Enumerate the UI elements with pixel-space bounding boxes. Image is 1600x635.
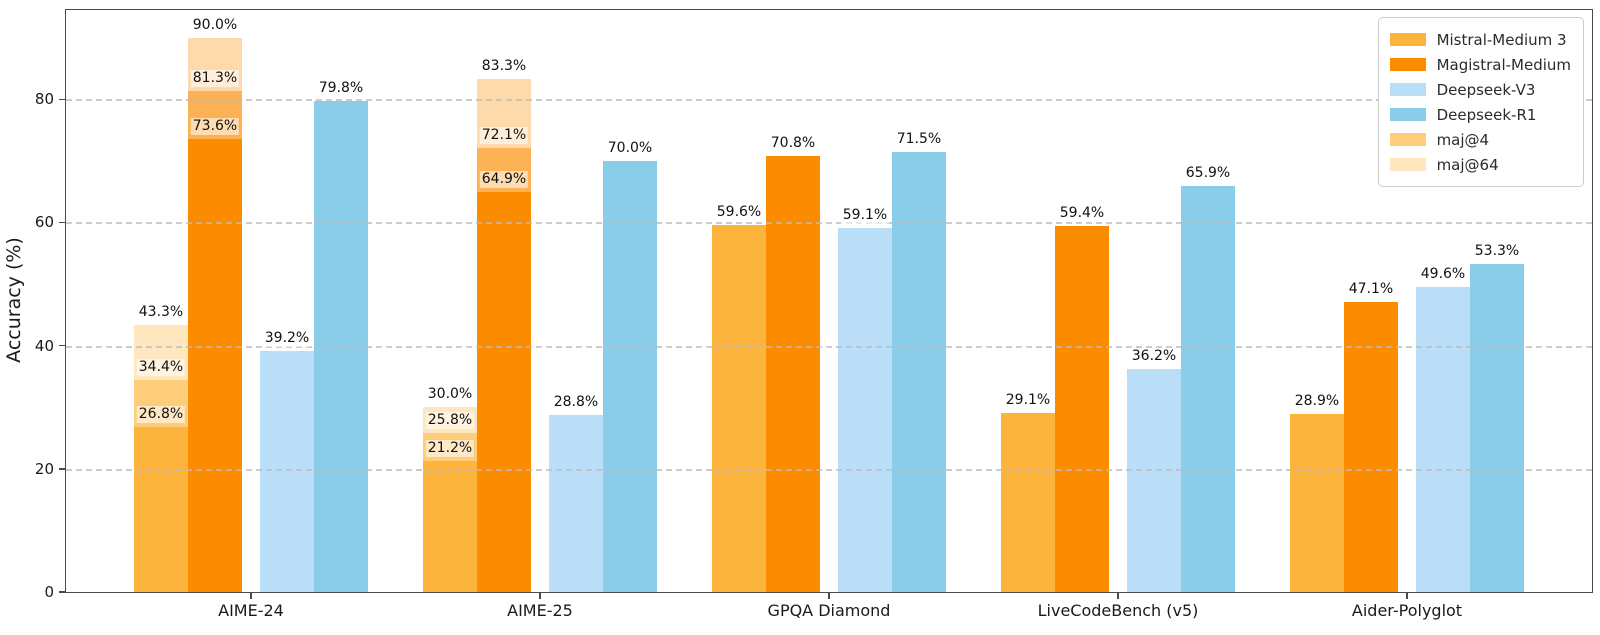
bar-base-deepseek-v3-aider-polyglot	[1416, 286, 1470, 592]
x-tick-mark-aime-25	[539, 593, 541, 599]
legend-item-mistral-medium-3: Mistral-Medium 3	[1389, 27, 1571, 52]
y-tick-mark-0	[59, 591, 65, 593]
bar-value-label-deepseek-v3-gpqa-diamond-base: 59.1%	[840, 207, 890, 225]
grid-line-60	[66, 222, 1592, 225]
y-tick-label-80: 80	[34, 90, 54, 109]
bar-value-label-magistral-medium-aider-polyglot-base: 47.1%	[1346, 280, 1396, 298]
y-tick-mark-80	[59, 98, 65, 101]
bar-value-label-deepseek-v3-livecodebench-v5-base: 36.2%	[1129, 348, 1179, 366]
bar-value-label-magistral-medium-aime-25-maj-4: 72.1%	[479, 126, 529, 144]
x-tick-mark-aime-24	[250, 593, 252, 599]
x-tick-label-aider-polyglot: Aider-Polyglot	[1351, 601, 1463, 620]
bar-base-deepseek-r1-gpqa-diamond	[892, 151, 946, 592]
x-tick-label-gpqa-diamond: GPQA Diamond	[767, 601, 891, 620]
bar-value-label-deepseek-v3-aime-25-base: 28.8%	[551, 393, 601, 411]
legend-swatch-maj-64	[1389, 158, 1426, 171]
bar-base-mistral-medium-3-livecodebench-v5	[1001, 412, 1055, 592]
bar-value-label-mistral-medium-3-aime-25-maj-64: 30.0%	[425, 386, 475, 404]
legend: Mistral-Medium 3 Magistral-Medium Deepseek…	[1377, 17, 1584, 187]
grid-line-80	[66, 99, 1592, 102]
legend-swatch-magistral-medium	[1389, 58, 1426, 71]
bar-base-mistral-medium-3-aider-polyglot	[1290, 414, 1344, 592]
bar-base-mistral-medium-3-aime-24	[134, 426, 188, 592]
bar-value-label-deepseek-v3-aider-polyglot-base: 49.6%	[1418, 265, 1468, 283]
y-tick-label-20: 20	[34, 459, 54, 478]
bar-value-label-deepseek-r1-aider-polyglot-base: 53.3%	[1472, 242, 1522, 260]
bar-value-label-mistral-medium-3-gpqa-diamond-base: 59.6%	[714, 203, 764, 221]
bar-value-label-deepseek-v3-aime-24-base: 39.2%	[262, 329, 312, 347]
bar-base-deepseek-r1-aime-24	[314, 100, 368, 592]
bar-value-label-mistral-medium-3-aime-24-maj-4: 34.4%	[136, 359, 186, 377]
x-tick-label-aime-25: AIME-25	[507, 601, 573, 620]
bar-base-magistral-medium-aime-25	[477, 192, 531, 592]
legend-item-maj-64: maj@64	[1389, 152, 1571, 177]
bar-base-deepseek-r1-livecodebench-v5	[1181, 186, 1235, 592]
y-tick-label-40: 40	[34, 336, 54, 355]
bar-value-label-magistral-medium-livecodebench-v5-base: 59.4%	[1057, 205, 1107, 223]
plot-area: 0 20 40 60 80 26.8% 34.4% 43.3% 73.6% 81.3% 90.0% 3…	[35, 9, 1593, 620]
bar-base-deepseek-v3-aime-25	[549, 414, 603, 592]
bar-value-label-magistral-medium-aime-25-maj-64: 83.3%	[479, 57, 529, 75]
bar-base-deepseek-v3-gpqa-diamond	[838, 228, 892, 592]
bar-value-label-magistral-medium-aime-24-base: 73.6%	[190, 117, 240, 135]
bar-base-mistral-medium-3-gpqa-diamond	[712, 224, 766, 592]
bar-base-magistral-medium-aider-polyglot	[1344, 301, 1398, 592]
bar-value-label-deepseek-r1-livecodebench-v5-base: 65.9%	[1183, 165, 1233, 183]
legend-label-mistral-medium-3: Mistral-Medium 3	[1436, 30, 1567, 49]
y-tick-mark-60	[59, 221, 65, 224]
legend-item-deepseek-v3: Deepseek-V3	[1389, 77, 1571, 102]
bar-base-deepseek-v3-livecodebench-v5	[1127, 369, 1181, 592]
y-tick-label-0: 0	[44, 583, 54, 601]
legend-item-maj-4: maj@4	[1389, 127, 1571, 152]
legend-swatch-mistral-medium-3	[1389, 33, 1426, 46]
bar-base-deepseek-r1-aider-polyglot	[1470, 263, 1524, 592]
bar-value-label-magistral-medium-aime-25-base: 64.9%	[479, 171, 529, 189]
bar-base-deepseek-r1-aime-25	[603, 160, 657, 592]
bar-value-label-mistral-medium-3-aime-24-base: 26.8%	[136, 405, 186, 423]
bar-value-label-magistral-medium-gpqa-diamond-base: 70.8%	[768, 134, 818, 152]
legend-label-maj-4: maj@4	[1436, 130, 1490, 149]
bar-base-magistral-medium-gpqa-diamond	[766, 155, 820, 592]
bar-value-label-deepseek-r1-aime-25-base: 70.0%	[605, 139, 655, 157]
bar-value-label-magistral-medium-aime-24-maj-64: 90.0%	[190, 16, 240, 34]
legend-swatch-deepseek-r1	[1389, 108, 1426, 121]
y-tick-mark-20	[59, 468, 65, 470]
bar-base-magistral-medium-livecodebench-v5	[1055, 226, 1109, 592]
x-tick-mark-aider-polyglot	[1406, 593, 1408, 599]
bar-base-mistral-medium-3-aime-25	[423, 461, 477, 592]
bar-value-label-mistral-medium-3-aider-polyglot-base: 28.9%	[1292, 393, 1342, 410]
bar-base-magistral-medium-aime-24	[188, 138, 242, 592]
legend-swatch-maj-4	[1389, 133, 1426, 146]
y-tick-label-60: 60	[34, 213, 54, 232]
legend-item-magistral-medium: Magistral-Medium	[1389, 52, 1571, 77]
bar-value-label-magistral-medium-aime-24-maj-4: 81.3%	[190, 70, 240, 88]
bar-base-deepseek-v3-aime-24	[260, 350, 314, 592]
legend-label-magistral-medium: Magistral-Medium	[1436, 55, 1571, 74]
bar-value-label-deepseek-r1-gpqa-diamond-base: 71.5%	[894, 130, 944, 148]
x-tick-mark-livecodebench-v5	[1117, 593, 1119, 599]
y-axis-label: Accuracy (%)	[3, 237, 25, 363]
legend-label-maj-64: maj@64	[1436, 155, 1499, 174]
bar-value-label-mistral-medium-3-aime-25-base: 21.2%	[425, 440, 475, 458]
x-tick-label-livecodebench-v5: LiveCodeBench (v5)	[1037, 601, 1199, 620]
bar-value-label-mistral-medium-3-aime-25-maj-4: 25.8%	[425, 412, 475, 430]
legend-item-deepseek-r1: Deepseek-R1	[1389, 102, 1571, 127]
bar-value-label-mistral-medium-3-livecodebench-v5-base: 29.1%	[1003, 391, 1053, 409]
bar-value-label-mistral-medium-3-aime-24-maj-64: 43.3%	[136, 304, 186, 322]
x-tick-label-aime-24: AIME-24	[218, 601, 284, 620]
x-tick-mark-gpqa-diamond	[828, 593, 830, 599]
legend-swatch-deepseek-v3	[1389, 83, 1426, 96]
bar-value-label-deepseek-r1-aime-24-base: 79.8%	[316, 79, 366, 97]
legend-label-deepseek-v3: Deepseek-V3	[1436, 80, 1536, 99]
legend-label-deepseek-r1: Deepseek-R1	[1436, 105, 1537, 124]
y-tick-mark-40	[59, 344, 65, 347]
